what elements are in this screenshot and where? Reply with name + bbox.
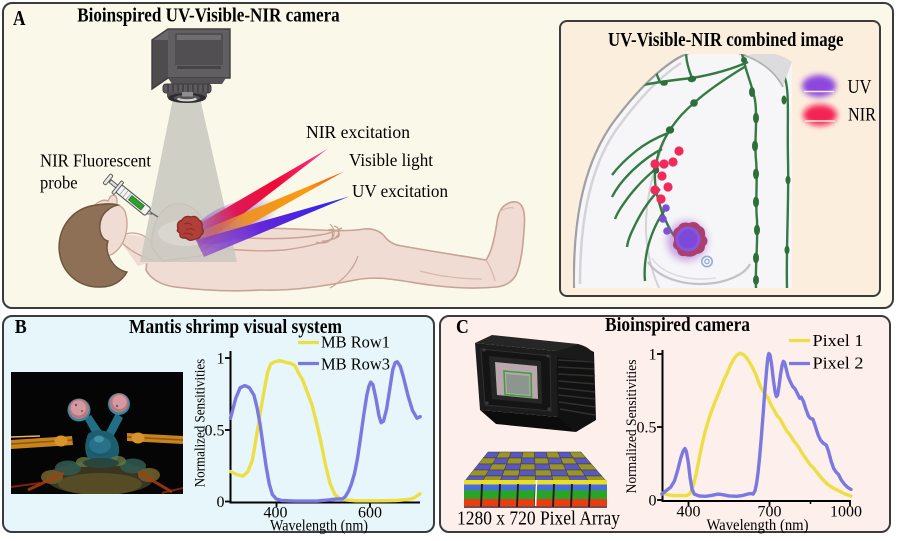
svg-text:1: 1: [217, 351, 225, 368]
svg-text:UV excitation: UV excitation: [352, 181, 448, 201]
svg-text:Mantis shrimp visual system: Mantis shrimp visual system: [129, 316, 342, 338]
svg-text:1: 1: [649, 347, 657, 364]
svg-text:400: 400: [677, 504, 701, 521]
svg-text:C: C: [456, 316, 469, 338]
svg-text:400: 400: [264, 505, 288, 522]
svg-text:Visible light: Visible light: [349, 150, 433, 170]
svg-text:A: A: [13, 6, 26, 30]
svg-text:1280 x 720 Pixel Array: 1280 x 720 Pixel Array: [457, 509, 620, 530]
svg-text:0: 0: [217, 494, 225, 511]
svg-text:UV-Visible-NIR combined image: UV-Visible-NIR combined image: [608, 29, 844, 51]
svg-text:Bioinspired UV-Visible-NIR cam: Bioinspired UV-Visible-NIR camera: [77, 5, 340, 27]
svg-text:NIR: NIR: [848, 105, 876, 126]
svg-text:B: B: [15, 316, 27, 338]
svg-text:0: 0: [649, 493, 657, 510]
svg-text:700: 700: [758, 504, 782, 521]
svg-text:Pixel 2: Pixel 2: [813, 354, 864, 373]
svg-text:Bioinspired camera: Bioinspired camera: [605, 314, 750, 336]
svg-text:MB Row3: MB Row3: [321, 355, 390, 374]
svg-text:0.5: 0.5: [205, 423, 225, 440]
svg-text:probe: probe: [40, 173, 78, 193]
svg-text:NIR excitation: NIR excitation: [306, 122, 410, 142]
svg-text:Wavelength (nm): Wavelength (nm): [707, 517, 809, 534]
svg-text:NIR Fluorescent: NIR Fluorescent: [40, 151, 151, 171]
svg-text:Normalized Sensitivities: Normalized Sensitivities: [624, 359, 640, 493]
svg-text:Normalized Sensitivities: Normalized Sensitivities: [193, 359, 209, 488]
svg-text:1000: 1000: [830, 504, 862, 521]
svg-text:Wavelength (nm): Wavelength (nm): [270, 518, 368, 535]
svg-text:UV: UV: [848, 76, 872, 98]
svg-text:MB Row1: MB Row1: [321, 333, 390, 352]
svg-text:0.5: 0.5: [637, 420, 657, 437]
svg-text:Pixel 1: Pixel 1: [813, 331, 864, 350]
svg-text:600: 600: [358, 505, 382, 522]
